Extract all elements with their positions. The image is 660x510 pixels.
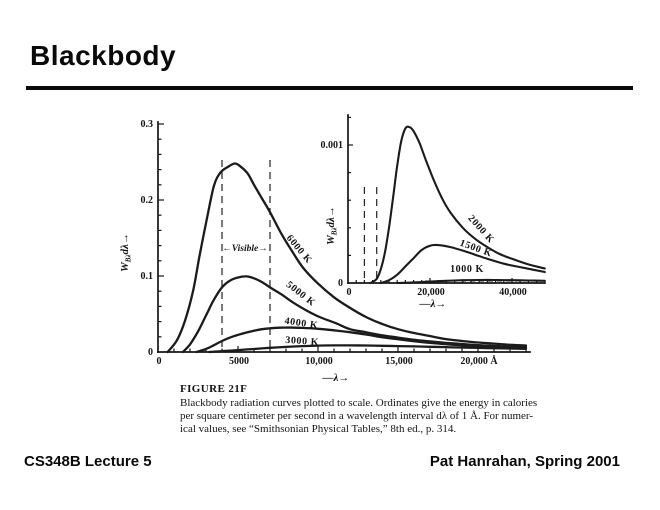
curve-3000k — [208, 344, 528, 354]
y-label-rest: dλ→ — [119, 233, 131, 254]
x-tick-label: 0 — [157, 356, 162, 367]
y-tick-label: 0.3 — [141, 119, 154, 130]
x-tick-label: 5000 — [229, 356, 249, 367]
inset-x-axis-label: —λ→ — [419, 298, 447, 310]
page-title: Blackbody — [30, 40, 177, 71]
caption-line: per square centimeter per second in a wa… — [180, 410, 534, 422]
curve-label-3000k: 3000 K — [285, 335, 320, 348]
curve-label-4000k: 4000 K — [284, 316, 319, 332]
y-label-rest: dλ→ — [325, 206, 337, 227]
curve-4000k — [195, 326, 528, 354]
curve-6000k — [166, 162, 528, 354]
title-divider — [26, 86, 633, 90]
main-x-axis-label: —λ→ — [322, 372, 350, 384]
curve-label-5000k: 5000 K — [284, 279, 317, 309]
caption-line: ical values, see “Smithsonian Physical T… — [180, 423, 457, 435]
y-label-base: W — [119, 261, 131, 272]
x-tick-label: 0 — [347, 287, 352, 298]
footer-author: Pat Hanrahan, Spring 2001 — [429, 453, 620, 470]
y-label-subscript: Bλ — [331, 227, 339, 236]
curve-label-1000k: 1000 K — [450, 264, 484, 275]
curve-1000k — [396, 278, 546, 285]
main-y-axis-label: WBλdλ→ — [119, 233, 133, 272]
inset-axis-ticks: 0 20,000 40,000 0 0.001 — [321, 116, 546, 298]
x-tick-label: 20,000 Å — [460, 355, 498, 367]
y-tick-label: 0.1 — [141, 271, 154, 282]
x-tick-label: 15,000 — [385, 356, 413, 367]
x-tick-label: 10,000 — [305, 356, 333, 367]
x-tick-label: 40,000 — [499, 287, 527, 298]
blackbody-curves-figure: 0 5000 10,000 15,000 20,000 Å00.10.20.3 6000… — [119, 114, 546, 384]
y-label-subscript: Bλ — [125, 254, 133, 263]
curve-5000k — [181, 275, 528, 354]
caption-line: Blackbody radiation curves plotted to sc… — [180, 397, 538, 409]
curve-2000k — [369, 125, 546, 285]
main-visible-band-lines — [221, 160, 271, 352]
visible-band-label: ←Visible→ — [222, 244, 267, 254]
x-tick-label: 20,000 — [417, 287, 445, 298]
footer-course: CS348B Lecture 5 — [24, 453, 152, 470]
inset-visible-band-lines — [363, 187, 378, 283]
y-tick-label: 0.001 — [321, 140, 344, 151]
figure-label: FIGURE 21F — [180, 383, 248, 395]
y-tick-label: 0 — [148, 347, 153, 358]
main-chart: 0 5000 10,000 15,000 20,000 Å00.10.20.3 6000… — [119, 119, 531, 384]
inset-y-axis-label: WBλdλ→ — [325, 206, 339, 245]
y-label-base: W — [325, 234, 337, 245]
y-tick-label: 0.2 — [141, 195, 154, 206]
curve-1500k — [379, 243, 546, 285]
y-tick-label: 0 — [338, 278, 343, 289]
main-axis-ticks: 0 5000 10,000 15,000 20,000 Å 0 0.1 0.2 0.3 — [141, 119, 527, 367]
figure-caption: FIGURE 21F Blackbody radiation curves pl… — [180, 383, 600, 436]
